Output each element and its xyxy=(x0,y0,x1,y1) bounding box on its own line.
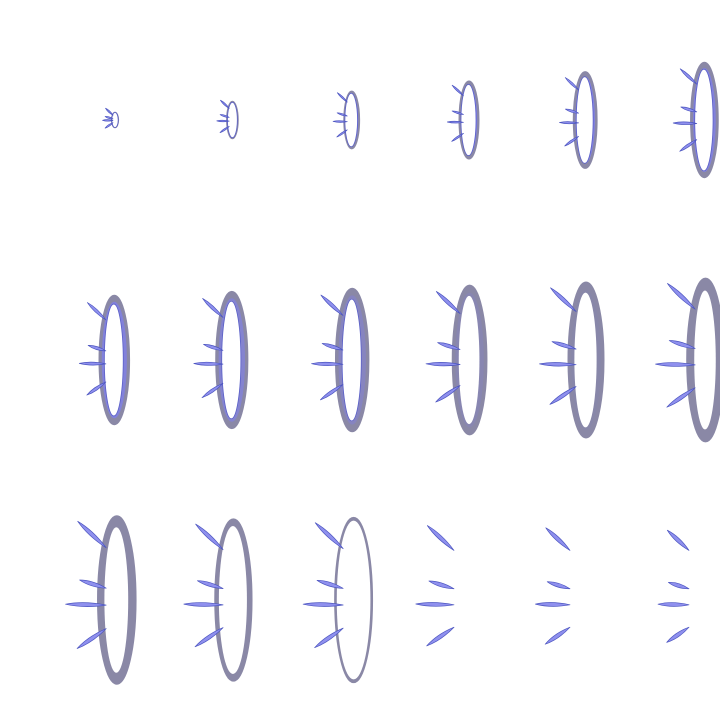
frame-5 xyxy=(560,72,598,169)
frame-9 xyxy=(312,288,369,432)
spike-1 xyxy=(452,85,463,96)
spike-1 xyxy=(203,298,223,317)
spike-1 xyxy=(680,69,697,84)
energy-ring xyxy=(99,295,130,424)
energy-ring xyxy=(335,288,368,432)
energy-ring xyxy=(568,282,604,438)
frame-10 xyxy=(426,285,487,435)
energy-ring xyxy=(216,291,248,428)
spike-4 xyxy=(105,123,113,128)
spike-4 xyxy=(545,627,570,644)
frame-2 xyxy=(217,100,238,139)
frame-8 xyxy=(194,291,248,428)
spike-1 xyxy=(106,108,114,115)
spike-1 xyxy=(427,526,454,551)
frame-17 xyxy=(535,528,570,644)
spike-1 xyxy=(321,295,343,316)
frame-11 xyxy=(540,282,605,438)
energy-ring xyxy=(98,516,137,684)
spike-1 xyxy=(667,283,695,309)
spike-1 xyxy=(196,524,224,550)
energy-ring xyxy=(344,91,360,149)
spike-1 xyxy=(551,288,577,312)
spike-2 xyxy=(668,582,689,588)
frame-13 xyxy=(66,516,137,684)
frame-18 xyxy=(658,530,689,642)
energy-ring xyxy=(687,278,720,442)
energy-ring xyxy=(215,519,252,681)
frame-16 xyxy=(416,526,454,646)
energy-ring xyxy=(335,517,373,682)
spike-1 xyxy=(78,521,107,548)
frame-7 xyxy=(79,295,129,424)
spike-3 xyxy=(658,603,689,607)
spike-1 xyxy=(565,78,578,91)
spike-4 xyxy=(427,627,454,646)
frame-12 xyxy=(656,278,720,442)
energy-ring xyxy=(691,62,719,177)
spike-1 xyxy=(315,523,343,549)
frame-3 xyxy=(333,91,360,149)
frame-6 xyxy=(673,62,718,177)
spike-4 xyxy=(667,627,689,642)
energy-ring xyxy=(452,285,487,435)
spike-3 xyxy=(416,602,454,606)
spike-3 xyxy=(103,120,114,122)
spike-1 xyxy=(436,291,460,313)
spike-3 xyxy=(447,121,463,123)
spike-1 xyxy=(337,93,347,102)
energy-ring xyxy=(459,81,479,159)
energy-ring xyxy=(573,72,597,169)
spike-1 xyxy=(220,100,229,108)
frame-14 xyxy=(184,519,252,681)
frames-layer xyxy=(66,62,720,684)
spike-3 xyxy=(333,121,347,123)
spike-1 xyxy=(667,530,689,550)
spike-1 xyxy=(87,303,106,320)
spike-1 xyxy=(546,528,570,551)
frame-1 xyxy=(103,108,119,128)
spike-3 xyxy=(535,603,570,607)
frame-15 xyxy=(303,517,372,682)
frame-4 xyxy=(447,81,479,159)
spike-2 xyxy=(429,581,454,589)
spike-3 xyxy=(217,120,229,122)
spike-2 xyxy=(547,582,570,589)
